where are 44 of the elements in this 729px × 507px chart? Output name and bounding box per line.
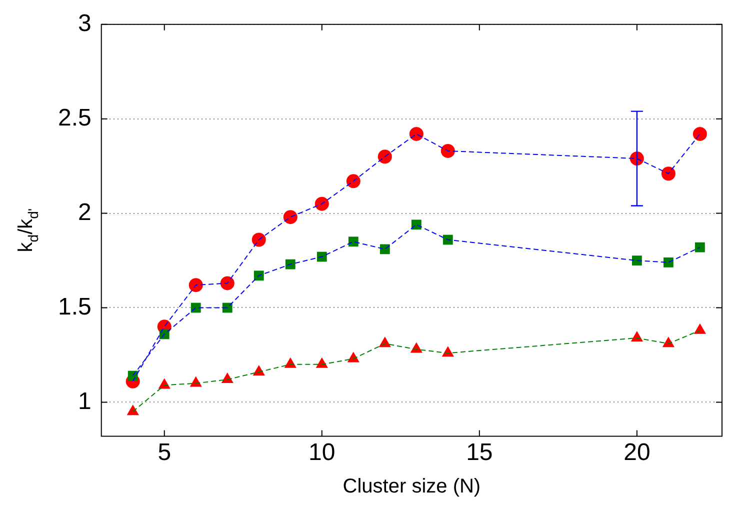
point [126, 404, 139, 416]
point [188, 278, 203, 292]
point [442, 234, 453, 245]
point [630, 330, 643, 342]
point [252, 364, 265, 376]
point [220, 276, 234, 290]
point [283, 210, 298, 224]
y-tick-label: 3 [78, 10, 92, 38]
x-axis-title: Cluster size (N) [342, 476, 481, 498]
point [411, 220, 422, 230]
point [694, 323, 706, 334]
y-tick-label: 2.5 [58, 104, 92, 132]
point [380, 244, 390, 254]
x-tick-label: 20 [624, 439, 650, 466]
point [254, 270, 264, 281]
point [661, 166, 676, 181]
point [221, 372, 234, 384]
y-tick-label: 2 [78, 198, 92, 226]
point [252, 232, 266, 247]
point [663, 257, 674, 268]
x-tick-label: 10 [308, 439, 336, 466]
y-axis-title: kd/kd' [15, 208, 41, 252]
point [316, 357, 328, 368]
point [410, 342, 422, 353]
point [190, 376, 202, 387]
point [347, 352, 360, 362]
point [409, 126, 424, 141]
point [692, 126, 707, 141]
point [694, 242, 705, 252]
point [440, 144, 455, 158]
x-tick-label: 15 [466, 439, 493, 466]
y-tick-label: 1.5 [58, 293, 92, 320]
point [285, 259, 296, 270]
point [442, 346, 454, 357]
point [348, 236, 358, 247]
point [316, 252, 327, 262]
point [632, 256, 642, 266]
point [284, 357, 296, 368]
point [346, 174, 360, 188]
point [314, 196, 329, 211]
y-tick-label: 1 [78, 388, 92, 415]
point [662, 336, 675, 348]
x-tick-label: 5 [158, 439, 172, 466]
point [378, 150, 392, 164]
